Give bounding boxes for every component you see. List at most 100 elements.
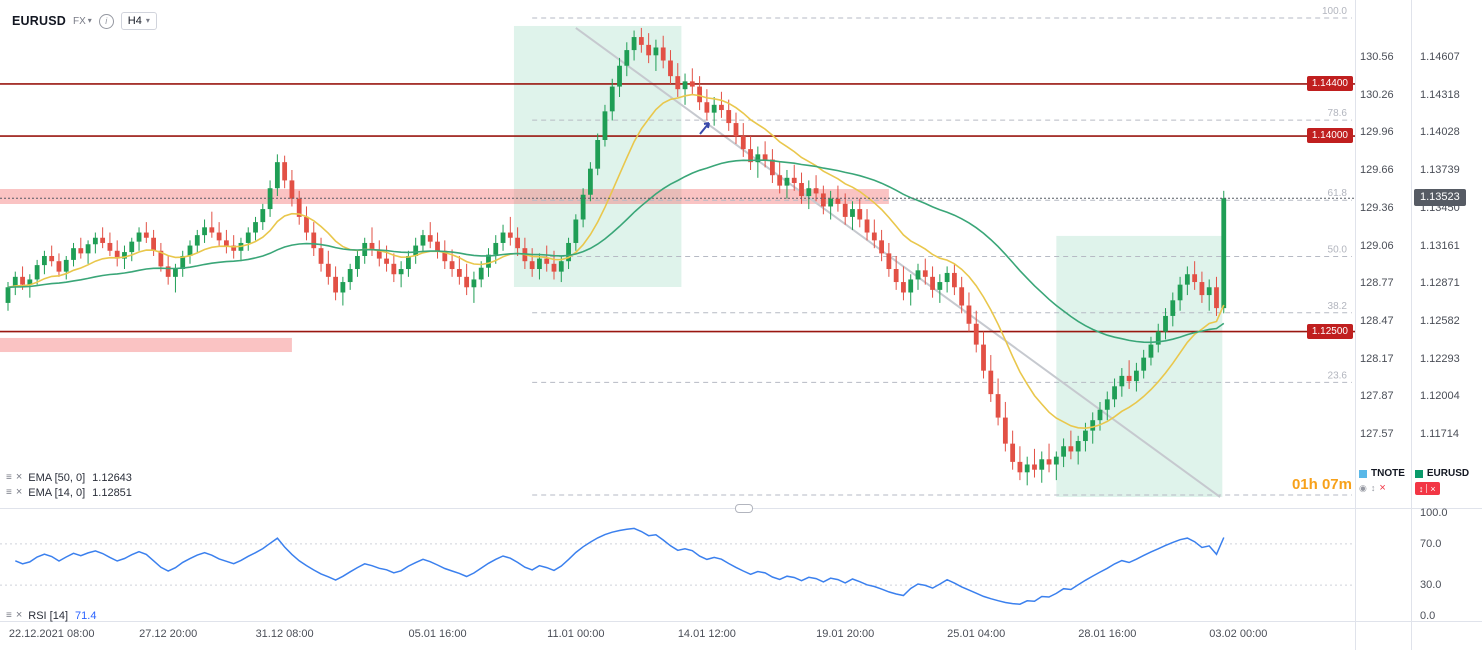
- candle-body: [369, 242, 375, 250]
- candle-body: [1053, 456, 1059, 465]
- candle-body: [1134, 370, 1139, 382]
- candle-body: [1206, 287, 1212, 296]
- candle-body: [995, 394, 1001, 418]
- timeframe-dropdown[interactable]: H4 ▾: [120, 12, 157, 30]
- candle-body: [682, 81, 688, 90]
- candle-body: [202, 227, 207, 236]
- candle-body: [588, 168, 593, 195]
- candle-body: [500, 232, 506, 243]
- candle-body: [158, 250, 164, 267]
- price-label-scale-b: 1.13450: [1420, 201, 1460, 214]
- candle-body: [981, 344, 986, 371]
- candle-body: [864, 219, 870, 233]
- candle-body: [260, 209, 266, 223]
- candle-body: [799, 183, 804, 197]
- candle-body: [194, 235, 200, 246]
- sort-arrows-icon[interactable]: ↕: [1370, 483, 1376, 493]
- candle-body: [92, 237, 98, 245]
- candle-body: [122, 252, 127, 259]
- price-label-scale-b: 1.12871: [1420, 277, 1460, 290]
- close-icon[interactable]: ×: [15, 609, 23, 621]
- candle-body: [224, 240, 229, 246]
- menu-icon[interactable]: ≡: [6, 486, 12, 498]
- tnote-label: TNOTE: [1371, 468, 1405, 479]
- ema-50-line: [7, 159, 1225, 344]
- symbol-name: EURUSD: [12, 14, 66, 28]
- eurusd-series: EURUSD ↕ ×: [1414, 468, 1469, 495]
- candle-body: [893, 269, 899, 283]
- candle-body: [1126, 375, 1132, 382]
- candle-body: [245, 232, 251, 243]
- eurusd-actions-badge: ↕ ×: [1414, 482, 1440, 495]
- sort-arrows-icon[interactable]: ↕: [1418, 483, 1424, 494]
- candle-body: [20, 276, 25, 285]
- candle-body: [1148, 344, 1154, 358]
- candle-body: [617, 65, 622, 87]
- info-icon[interactable]: i: [98, 13, 114, 29]
- highlight-zone: [1056, 235, 1223, 497]
- supply-demand-band: [0, 189, 889, 204]
- candle-body: [551, 263, 557, 272]
- menu-icon[interactable]: ≡: [6, 471, 12, 483]
- candle-body: [406, 255, 411, 270]
- price-label-scale-a: 129.36: [1360, 201, 1394, 214]
- candle-body: [318, 248, 324, 264]
- chevron-down-icon: ▾: [145, 16, 150, 25]
- price-axis-left-scale[interactable]: 130.56 130.26 129.96 129.66 129.36 129.06 128.…: [1358, 0, 1410, 650]
- candle-body: [1024, 464, 1030, 473]
- candle-body: [952, 272, 957, 288]
- close-icon[interactable]: ×: [15, 486, 23, 498]
- ema50-legend-row: ≡ × EMA [50, 0] 1.12643: [6, 470, 132, 485]
- candle-body: [253, 222, 258, 233]
- fib-level-label: 100.0: [1322, 6, 1347, 17]
- candle-body: [529, 261, 535, 270]
- chevron-down-icon: ▾: [87, 16, 92, 25]
- price-label-scale-a: 128.77: [1360, 277, 1394, 290]
- candle-body: [660, 47, 666, 61]
- pane-resize-handle[interactable]: [735, 504, 753, 513]
- candle-body: [340, 282, 346, 293]
- remove-series-icon[interactable]: ×: [1430, 483, 1436, 494]
- time-axis-label: 03.02 00:00: [1209, 628, 1268, 640]
- candle-body: [376, 249, 382, 259]
- candle-body: [464, 276, 470, 288]
- candle-body: [274, 162, 280, 189]
- candle-body: [719, 104, 724, 111]
- candle-body: [624, 50, 630, 66]
- candle-body: [85, 244, 91, 254]
- close-icon[interactable]: ×: [15, 471, 23, 483]
- market-selector[interactable]: FX ▾: [73, 16, 92, 27]
- candle-body: [42, 255, 47, 266]
- time-axis-label: 22.12.2021 08:00: [8, 628, 95, 640]
- candle-body: [966, 305, 972, 324]
- eye-icon[interactable]: ◉: [1359, 482, 1367, 493]
- candle-body: [558, 261, 564, 272]
- market-label: FX: [72, 15, 86, 27]
- menu-icon[interactable]: ≡: [6, 609, 12, 621]
- rsi-axis-label: 30.0: [1420, 579, 1442, 592]
- price-label-scale-a: 128.47: [1360, 314, 1394, 327]
- candle-body: [901, 282, 906, 293]
- candle-body: [842, 203, 848, 217]
- price-label-scale-b: 1.14318: [1420, 88, 1460, 101]
- price-label-scale-b: 1.13739: [1420, 164, 1460, 177]
- remove-series-icon[interactable]: ×: [1379, 482, 1386, 494]
- ema14-legend-row: ≡ × EMA [14, 0] 1.12851: [6, 485, 132, 500]
- rsi-label: RSI [14]: [28, 609, 69, 622]
- candle-body: [1061, 446, 1066, 457]
- time-axis-label: 31.12 08:00: [255, 628, 314, 640]
- candle-body: [915, 270, 921, 280]
- candle-body: [1097, 409, 1103, 421]
- candle-body: [34, 265, 40, 280]
- candle-body: [653, 47, 659, 56]
- candle-body: [1221, 198, 1227, 309]
- candle-body: [420, 235, 426, 246]
- candle-body: [1068, 446, 1074, 452]
- candle-body: [544, 258, 550, 264]
- price-axis-right-scale[interactable]: 1.14607 1.14318 1.14028 1.13739 1.13450 1.131…: [1418, 0, 1480, 650]
- time-axis[interactable]: 22.12.2021 08:00 27.12 20:00 31.12 08:00 05…: [0, 621, 1356, 650]
- price-label-scale-b: 1.11714: [1420, 428, 1459, 440]
- price-label-scale-b: 1.12582: [1420, 314, 1460, 327]
- time-axis-label: 27.12 20:00: [139, 628, 198, 640]
